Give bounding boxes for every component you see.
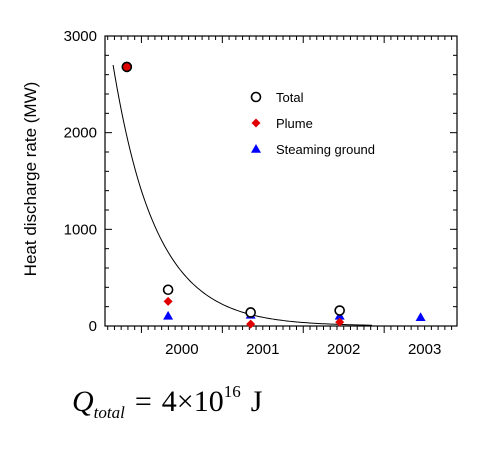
plume-point	[163, 296, 173, 306]
legend-total-symbol	[250, 91, 262, 103]
total-point	[121, 61, 133, 73]
total-point	[334, 305, 345, 316]
legend-total-label: Total	[276, 90, 304, 105]
total-point	[162, 284, 174, 296]
formula-base: 10	[193, 385, 224, 418]
steaming-ground-point	[415, 312, 426, 322]
formula-subscript: total	[93, 403, 125, 422]
formula-times: ×	[176, 385, 194, 418]
y-axis-title: Heat discharge rate (MW)	[21, 82, 40, 277]
formula-exponent: 16	[223, 382, 241, 401]
steaming-ground-point	[163, 310, 174, 320]
data-points	[121, 61, 426, 329]
plume-point	[335, 317, 345, 327]
legend-steaming-ground-label: Steaming ground	[276, 142, 375, 157]
x-tick-label: 2000	[165, 341, 198, 358]
legend-plume-label: Plume	[276, 116, 313, 131]
total-point	[245, 307, 256, 318]
x-tick-label: 2001	[246, 341, 279, 358]
x-tick-label: 2002	[327, 341, 360, 358]
fit-curve-layer	[112, 64, 373, 326]
plot-border	[104, 35, 458, 327]
legend: Total Plume Steaming ground	[250, 90, 375, 157]
total-energy-formula: Qtotal = 4×1016 J	[72, 382, 262, 423]
y-tick-label: 3000	[64, 28, 97, 45]
formula-equals: =	[134, 385, 152, 418]
y-tick-label: 0	[89, 318, 97, 335]
plume-point	[246, 319, 256, 329]
legend-steaming-ground-symbol	[251, 144, 261, 153]
x-tick-label: 2003	[408, 341, 441, 358]
fit-curve	[112, 64, 373, 326]
formula-mantissa: 4	[161, 385, 177, 418]
y-tick-label: 1000	[64, 221, 97, 238]
y-tick-label: 2000	[64, 125, 97, 142]
plot-frame: 2000 2001 2002 2003 0 1000 2000 3000 Heat discha…	[21, 28, 458, 358]
legend-plume-symbol	[251, 118, 261, 128]
formula-symbol: Q	[72, 385, 94, 418]
formula-unit: J	[250, 385, 263, 418]
